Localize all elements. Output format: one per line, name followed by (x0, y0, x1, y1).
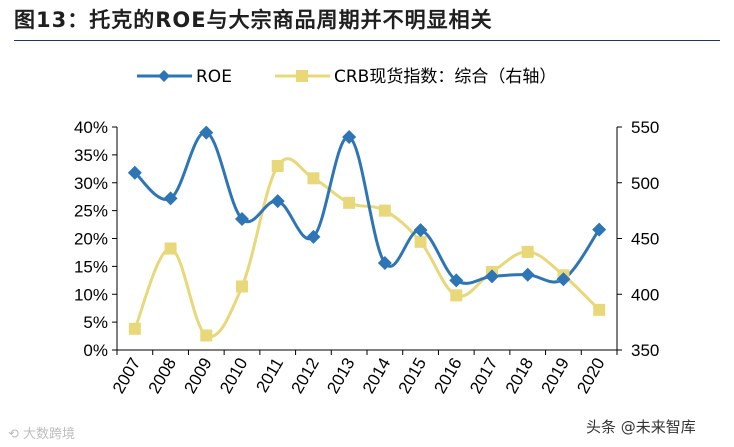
y-left-tick-label: 20% (74, 230, 108, 249)
x-tick-label: 2013 (323, 355, 358, 397)
y-left-tick-label: 0% (83, 341, 108, 360)
roe-point (127, 165, 142, 180)
y-left-tick-label: 15% (74, 257, 108, 276)
roe-point (556, 272, 571, 287)
legend-crb-label: CRB现货指数：综合（右轴） (334, 67, 556, 87)
roe-point (413, 223, 428, 238)
x-tick-label: 2014 (359, 355, 394, 397)
crb-point (271, 160, 284, 173)
roe-point (485, 269, 499, 284)
y-left-tick-label: 10% (74, 285, 108, 304)
x-tick-label: 2007 (109, 355, 144, 397)
crb-point (521, 245, 534, 258)
x-tick-label: 2018 (502, 355, 537, 397)
roe-point (342, 130, 357, 145)
roe-point (163, 191, 178, 206)
legend-roe-label: ROE (196, 67, 232, 87)
crb-point (378, 204, 391, 217)
roe-point (270, 194, 285, 209)
x-tick-label: 2009 (180, 355, 215, 397)
y-right-tick-label: 450 (631, 230, 659, 249)
crb-point (450, 289, 463, 302)
y-left-tick-label: 25% (74, 202, 108, 221)
x-tick-label: 2016 (430, 355, 465, 397)
crb-point (236, 280, 248, 293)
roe-point (449, 273, 464, 288)
x-tick-label: 2019 (538, 355, 573, 397)
crb-point (164, 242, 177, 255)
chart-series (133, 131, 601, 339)
roe-point (235, 211, 249, 226)
roe-point (592, 222, 607, 237)
x-tick-label: 2015 (395, 355, 430, 397)
crb-point (414, 235, 427, 248)
roe-point (199, 125, 214, 140)
y-right-tick-label: 550 (631, 118, 659, 137)
series-line-roe (133, 131, 601, 285)
x-tick-label: 2008 (145, 355, 180, 397)
title-divider (14, 40, 720, 41)
y-right-tick-label: 500 (631, 174, 659, 193)
figure-title: 图13：托克的ROE与大宗商品周期并不明显相关 (14, 8, 493, 32)
chart-legend: ROE CRB现货指数：综合（右轴） (137, 67, 556, 87)
chart-markers (127, 125, 607, 342)
crb-point (343, 196, 356, 209)
crb-point (307, 172, 320, 185)
x-tick-label: 2011 (252, 355, 287, 396)
watermark-left-text: 大数跨境 (23, 427, 76, 442)
y-left-tick-label: 30% (74, 174, 108, 193)
legend-crb-marker (296, 70, 308, 82)
y-left-tick-label: 5% (83, 313, 108, 332)
roe-point (306, 229, 321, 244)
watermark-left: ⟲ 大数跨境 (8, 423, 75, 442)
legend-roe-marker (158, 70, 170, 82)
x-tick-label: 2020 (573, 355, 608, 397)
watermark-logo-icon: ⟲ (8, 427, 24, 442)
x-tick-label: 2012 (288, 355, 323, 397)
roe-point (520, 267, 535, 282)
chart-axes (112, 126, 622, 355)
y-right-tick-label: 400 (631, 285, 659, 304)
x-tick-label: 2010 (216, 355, 251, 397)
x-tick-label: 2017 (466, 355, 501, 397)
y-right-tick-label: 350 (631, 341, 659, 360)
crb-point (593, 303, 606, 316)
roe-point (377, 256, 392, 271)
y-left-tick-label: 40% (74, 118, 108, 137)
crb-point (128, 322, 141, 335)
y-left-tick-label: 35% (74, 146, 108, 165)
watermark-right: 头条 @未来智库 (586, 418, 696, 436)
crb-point (200, 329, 213, 342)
